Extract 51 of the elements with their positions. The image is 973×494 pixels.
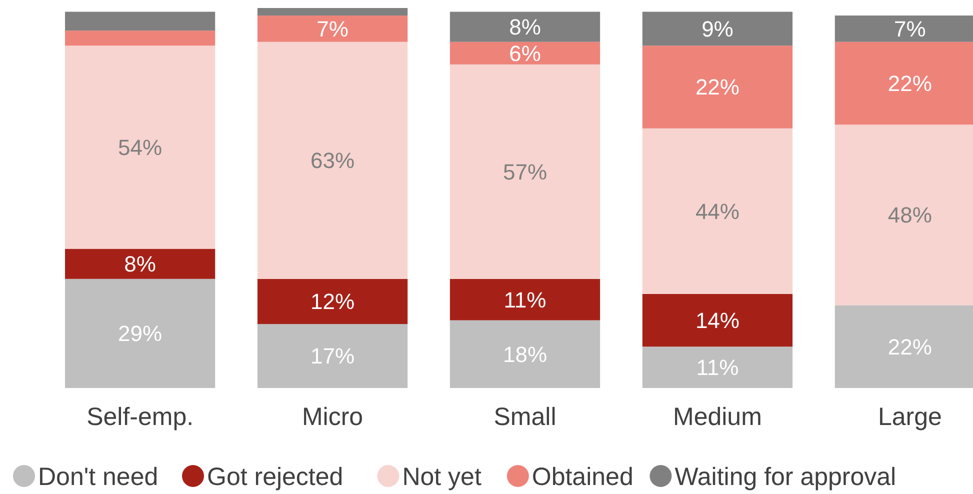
data-label: 8% bbox=[509, 14, 541, 40]
x-tick-label: Small bbox=[494, 403, 556, 431]
legend-label: Obtained bbox=[532, 462, 634, 491]
x-tick-label: Self-emp. bbox=[86, 403, 194, 431]
data-label: 9% bbox=[702, 16, 734, 42]
data-label: 17% bbox=[310, 344, 355, 369]
bar bbox=[65, 248, 216, 279]
data-label: 11% bbox=[696, 355, 739, 380]
bar bbox=[450, 278, 600, 320]
bar bbox=[65, 12, 216, 31]
bar bbox=[642, 346, 793, 388]
bar bbox=[642, 12, 793, 46]
bar bbox=[642, 46, 793, 128]
legend-label: Waiting for approval bbox=[674, 462, 896, 491]
bar bbox=[257, 278, 408, 324]
bar bbox=[65, 30, 216, 46]
data-label: 6% bbox=[509, 40, 541, 66]
data-label: 7% bbox=[316, 16, 348, 42]
data-label: 29% bbox=[118, 321, 162, 346]
bar bbox=[257, 16, 408, 42]
data-label: 11% bbox=[504, 287, 546, 312]
bar bbox=[450, 12, 600, 42]
data-label: 22% bbox=[695, 74, 740, 100]
legend-label: Got rejected bbox=[207, 462, 344, 491]
bar bbox=[257, 324, 408, 388]
bar bbox=[65, 46, 216, 249]
bar bbox=[450, 42, 600, 64]
x-tick-label: Large bbox=[878, 403, 942, 431]
data-label: 7% bbox=[894, 16, 926, 42]
data-label: 54% bbox=[118, 134, 162, 160]
bar bbox=[450, 320, 600, 388]
bar bbox=[257, 8, 408, 16]
data-label: 48% bbox=[888, 202, 932, 228]
data-label: 18% bbox=[502, 342, 548, 367]
data-label: 57% bbox=[502, 159, 548, 184]
bar bbox=[65, 278, 216, 388]
legend-label: Not yet bbox=[402, 462, 482, 491]
data-label: 22% bbox=[888, 334, 932, 360]
data-label: 12% bbox=[310, 289, 355, 314]
x-tick-label: Medium bbox=[673, 403, 762, 431]
bar bbox=[450, 64, 600, 279]
legend-label: Don't need bbox=[38, 462, 158, 491]
data-label: 63% bbox=[310, 148, 355, 174]
data-label: 44% bbox=[695, 198, 740, 224]
bar bbox=[257, 42, 408, 279]
data-label: 8% bbox=[124, 252, 156, 277]
bar bbox=[642, 294, 793, 347]
x-tick-label: Micro bbox=[302, 403, 364, 431]
data-label: 22% bbox=[888, 70, 932, 96]
data-label: 14% bbox=[695, 308, 740, 333]
bar bbox=[642, 128, 793, 294]
